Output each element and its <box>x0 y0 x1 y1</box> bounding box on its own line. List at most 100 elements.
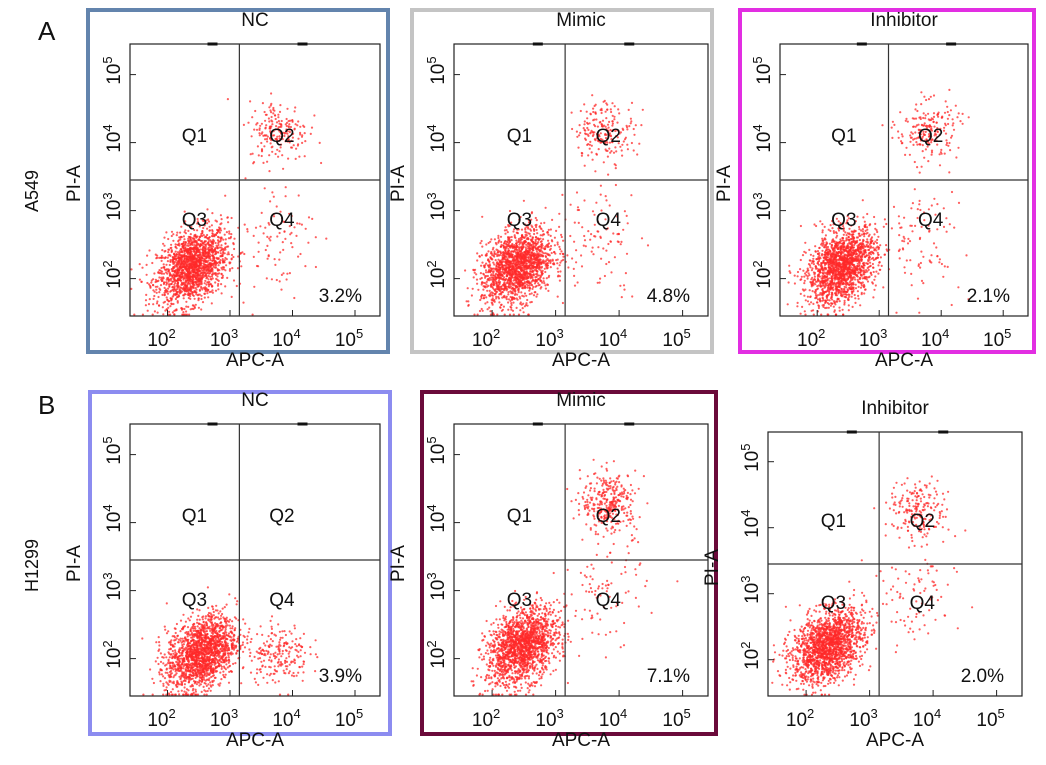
y-tick-label-group: 104 <box>424 124 449 152</box>
event-point <box>198 225 201 228</box>
event-point <box>269 109 272 112</box>
event-point <box>219 252 222 255</box>
event-point <box>505 253 508 256</box>
event-point <box>195 235 198 238</box>
event-point <box>857 280 860 283</box>
event-point <box>170 249 173 252</box>
event-point <box>285 278 288 281</box>
event-point <box>216 268 219 271</box>
event-point <box>211 249 214 253</box>
event-point <box>882 225 885 228</box>
event-point <box>201 230 204 233</box>
event-point <box>547 242 551 245</box>
quadrant-label-q3: Q3 <box>507 210 532 231</box>
quadrant-label-q2: Q2 <box>596 126 621 147</box>
event-point <box>515 264 518 267</box>
event-point <box>518 250 521 253</box>
event-point <box>870 273 873 276</box>
event-point <box>181 307 184 310</box>
event-point <box>216 231 219 235</box>
event-point <box>181 261 184 264</box>
event-point <box>167 306 170 309</box>
event-point <box>261 131 264 134</box>
event-point <box>834 231 838 234</box>
event-point <box>130 268 133 271</box>
event-point <box>219 214 222 217</box>
event-point <box>594 170 597 173</box>
event-point <box>616 233 619 236</box>
event-point <box>521 255 524 258</box>
event-point <box>145 263 148 266</box>
event-point <box>556 241 559 244</box>
event-point <box>290 139 293 142</box>
event-point <box>197 297 200 300</box>
event-point <box>282 248 285 251</box>
event-point <box>277 116 280 119</box>
event-point <box>206 208 209 211</box>
event-point <box>533 252 536 255</box>
event-point <box>488 306 491 309</box>
event-point <box>193 297 196 300</box>
event-point <box>517 273 520 276</box>
event-point <box>789 271 792 274</box>
event-point <box>502 288 505 291</box>
event-point <box>489 240 492 243</box>
event-point <box>522 269 525 272</box>
event-point <box>872 296 875 299</box>
event-point <box>558 245 561 248</box>
event-point <box>304 140 307 143</box>
event-point <box>293 110 296 113</box>
event-point <box>252 161 256 164</box>
event-point <box>177 286 180 289</box>
event-point <box>625 214 628 217</box>
event-point <box>546 230 549 234</box>
event-point <box>163 294 166 297</box>
event-point <box>484 276 487 279</box>
event-point <box>526 247 530 250</box>
event-point <box>299 133 302 136</box>
event-point <box>552 262 555 265</box>
event-point <box>179 279 182 282</box>
event-point <box>190 252 194 256</box>
event-point <box>867 268 870 271</box>
event-point <box>194 277 198 280</box>
event-point <box>199 270 202 273</box>
event-point <box>193 234 196 237</box>
event-point <box>536 256 539 259</box>
event-point <box>254 226 258 229</box>
event-point <box>219 255 223 258</box>
event-point <box>530 252 533 255</box>
event-point <box>580 254 583 257</box>
quadrant-label-q1: Q1 <box>507 126 532 147</box>
x-tick-label: 102 <box>147 326 175 351</box>
event-point <box>237 255 240 258</box>
event-point <box>845 239 848 242</box>
event-point <box>603 140 606 143</box>
event-point <box>848 295 851 298</box>
event-point <box>167 287 170 290</box>
event-point <box>153 310 156 313</box>
event-point <box>493 292 497 295</box>
event-point <box>616 121 619 124</box>
event-point <box>217 288 220 291</box>
event-point <box>288 130 291 134</box>
event-point <box>141 266 144 269</box>
event-point <box>260 149 264 152</box>
event-point <box>550 239 553 242</box>
event-point <box>273 134 276 137</box>
event-point <box>517 313 521 316</box>
event-point <box>303 132 306 135</box>
event-point <box>513 268 517 271</box>
event-point <box>491 280 494 283</box>
event-point <box>196 220 199 223</box>
event-point <box>500 240 503 244</box>
event-point <box>169 260 172 263</box>
event-point <box>174 243 177 246</box>
event-point <box>549 259 552 262</box>
event-point <box>573 240 576 243</box>
event-point <box>591 246 594 249</box>
event-point <box>582 244 585 247</box>
event-point <box>229 235 233 239</box>
event-point <box>529 228 532 231</box>
event-point <box>232 255 235 259</box>
